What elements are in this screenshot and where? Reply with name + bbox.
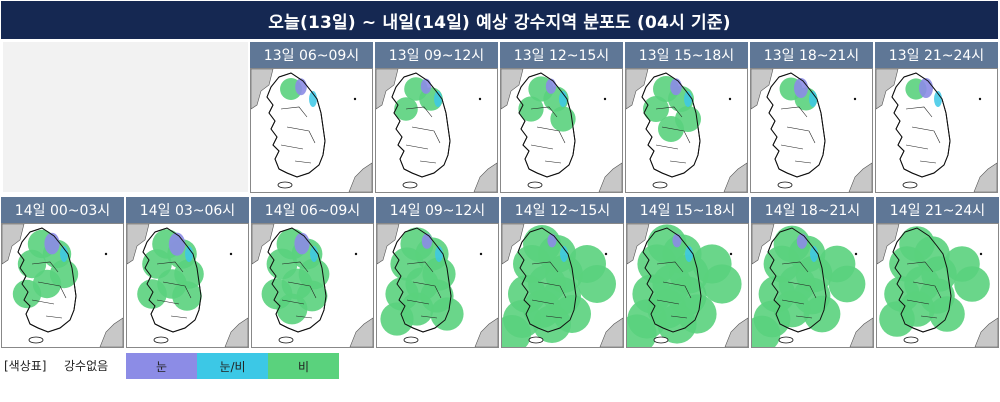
empty-grid-cell <box>3 42 248 192</box>
panel-time-label: 13일 15~18시 <box>625 42 748 68</box>
panel-time-label: 13일 21~24시 <box>875 42 998 68</box>
precipitation-map <box>251 223 374 348</box>
forecast-panel: 14일 03~06시 <box>126 197 249 348</box>
precipitation-map <box>1 223 124 348</box>
precipitation-map <box>250 68 373 193</box>
precipitation-map <box>500 68 623 193</box>
precipitation-map <box>501 223 624 348</box>
legend-snow-label: 눈 <box>155 359 168 374</box>
precipitation-map <box>126 223 249 348</box>
panel-time-label: 13일 12~15시 <box>500 42 623 68</box>
precipitation-map <box>750 68 873 193</box>
panel-time-label: 13일 09~12시 <box>375 42 498 68</box>
panel-time-label: 14일 03~06시 <box>126 197 249 223</box>
forecast-panel: 14일 18~21시 <box>751 197 874 348</box>
panel-time-label: 13일 06~09시 <box>250 42 373 68</box>
forecast-panel: 13일 09~12시 <box>375 42 498 193</box>
forecast-panel: 14일 09~12시 <box>376 197 499 348</box>
forecast-panel: 13일 15~18시 <box>625 42 748 193</box>
precipitation-map <box>376 223 499 348</box>
panel-time-label: 14일 18~21시 <box>751 197 874 223</box>
legend-rain-label: 비 <box>297 359 310 374</box>
precipitation-map <box>876 223 999 348</box>
precipitation-map <box>626 223 749 348</box>
precipitation-map <box>625 68 748 193</box>
forecast-panel: 14일 06~09시 <box>251 197 374 348</box>
panel-time-label: 14일 21~24시 <box>876 197 999 223</box>
forecast-panel: 13일 06~09시 <box>250 42 373 193</box>
panel-time-label: 13일 18~21시 <box>750 42 873 68</box>
page-title: 오늘(13일) ~ 내일(14일) 예상 강수지역 분포도 (04시 기준) <box>1 1 998 39</box>
forecast-panel: 14일 21~24시 <box>876 197 999 348</box>
legend-title: [색상표] <box>4 359 47 373</box>
forecast-panel: 13일 21~24시 <box>875 42 998 193</box>
legend-rain-swatch: 비 <box>268 353 339 379</box>
panel-time-label: 14일 06~09시 <box>251 197 374 223</box>
forecast-panel: 14일 12~15시 <box>501 197 624 348</box>
panel-time-label: 14일 12~15시 <box>501 197 624 223</box>
precipitation-map <box>375 68 498 193</box>
legend-snow-rain-label: 눈/비 <box>219 359 246 374</box>
panel-time-label: 14일 00~03시 <box>1 197 124 223</box>
legend-snow-swatch: 눈 <box>126 353 197 379</box>
legend-snow-rain-swatch: 눈/비 <box>197 353 268 379</box>
precipitation-map <box>751 223 874 348</box>
precipitation-map <box>875 68 998 193</box>
forecast-panel: 13일 12~15시 <box>500 42 623 193</box>
legend-no-precip-label: 강수없음 <box>64 359 109 373</box>
forecast-panel: 14일 15~18시 <box>626 197 749 348</box>
forecast-panel: 13일 18~21시 <box>750 42 873 193</box>
panel-time-label: 14일 15~18시 <box>626 197 749 223</box>
panel-time-label: 14일 09~12시 <box>376 197 499 223</box>
forecast-panel: 14일 00~03시 <box>1 197 124 348</box>
